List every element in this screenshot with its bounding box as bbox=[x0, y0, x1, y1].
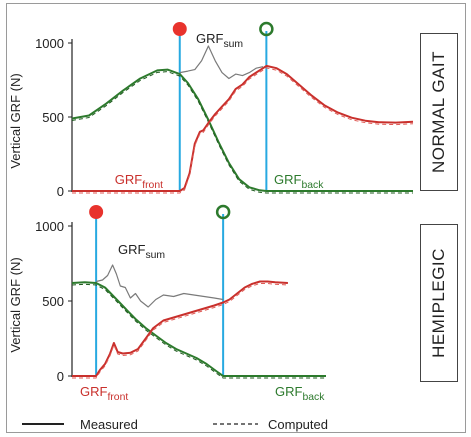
series-back-computed-0 bbox=[72, 67, 414, 194]
label-grf-back-0: GRFback bbox=[274, 172, 324, 191]
label-grf-sum-0: GRFsum bbox=[196, 31, 243, 50]
y-tick-label-0-1: 500 bbox=[42, 110, 64, 125]
series-front-measured-0 bbox=[71, 68, 413, 192]
panel-label-box-top: NORMAL GAIT bbox=[420, 33, 458, 191]
series-front-computed-1 bbox=[71, 283, 326, 379]
y-tick-label-1-0: 0 bbox=[57, 369, 64, 384]
panel-label-box-bottom: HEMIPLEGIC bbox=[420, 224, 458, 382]
toe-off-marker-0 bbox=[259, 21, 274, 37]
heel-strike-marker-0 bbox=[172, 22, 187, 36]
label-grf-back-1: GRFback bbox=[275, 384, 325, 403]
label-grf-sum-1: GRFsum bbox=[118, 242, 165, 261]
y-tick-label-0-0: 0 bbox=[57, 184, 64, 199]
y-tick-label-0-2: 1000 bbox=[35, 36, 64, 51]
series-front-computed-0 bbox=[71, 71, 413, 194]
series-front-measured-1 bbox=[71, 281, 326, 377]
label-grf-front-1: GRFfront bbox=[80, 384, 128, 403]
series-sum-measured-0 bbox=[179, 45, 264, 80]
heel-strike-marker-1 bbox=[89, 205, 104, 219]
series-sum-measured-1 bbox=[95, 264, 224, 308]
y-axis-label-0: Vertical GRF (N) bbox=[8, 73, 23, 168]
series-back-measured-1 bbox=[72, 280, 288, 377]
y-tick-label-1-1: 500 bbox=[42, 294, 64, 309]
series-back-measured-0 bbox=[72, 64, 414, 192]
y-axis-label-1: Vertical GRF (N) bbox=[8, 257, 23, 352]
panel-label-bottom: HEMIPLEGIC bbox=[429, 248, 449, 358]
series-back-computed-1 bbox=[72, 283, 288, 379]
y-tick-label-1-2: 1000 bbox=[35, 219, 64, 234]
legend-computed-label: Computed bbox=[268, 417, 328, 432]
legend-measured-label: Measured bbox=[80, 417, 138, 432]
toe-off-marker-1 bbox=[215, 204, 231, 220]
panel-label-top: NORMAL GAIT bbox=[429, 51, 448, 173]
label-grf-front-0: GRFfront bbox=[115, 172, 163, 191]
